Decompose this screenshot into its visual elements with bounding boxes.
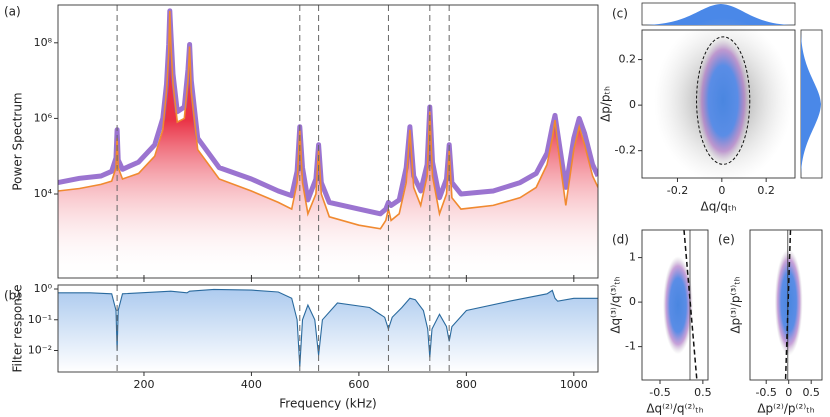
y-tick-label: -1 bbox=[625, 340, 636, 353]
fit-line bbox=[58, 10, 598, 230]
x-tick-label: 400 bbox=[241, 378, 262, 391]
y-tick-label: 10⁻¹ bbox=[28, 313, 52, 326]
plot-area bbox=[58, 8, 598, 278]
panel: 200 400 600 800 1000 10⁻² 10⁻¹ 10⁰ Frequency (kH… bbox=[4, 282, 599, 411]
axes-frame bbox=[749, 229, 823, 381]
panel-label: (b) bbox=[4, 289, 21, 303]
y-tick-label: 0.2 bbox=[619, 53, 637, 66]
y-tick-label: 10⁸ bbox=[34, 36, 53, 49]
y-tick-label: 10⁻² bbox=[28, 344, 52, 357]
x-tick-label: 0.5 bbox=[694, 386, 712, 399]
x-tick-label: 0 bbox=[718, 184, 725, 197]
plot-area bbox=[58, 288, 598, 372]
x-axis-label: Δp⁽²⁾/p⁽²⁾ₜₕ bbox=[757, 402, 814, 416]
y-axis-label: Δp/pₜₕ bbox=[599, 86, 613, 122]
panel: -0.5 0.5 -1 0 1 Δq⁽²⁾/q⁽²⁾ₜₕ Δq⁽³⁾/q⁽³⁾ₜₕ (d) bbox=[609, 229, 712, 416]
axes-frame bbox=[57, 284, 599, 373]
x-axis-label: Δq/qₜₕ bbox=[701, 200, 737, 214]
x-tick-label: 0 bbox=[785, 386, 792, 399]
fit-line bbox=[683, 229, 698, 381]
x-tick-label: 0.5 bbox=[802, 386, 820, 399]
x-tick-label: -0.2 bbox=[667, 184, 688, 197]
y-tick-label: 10⁰ bbox=[34, 282, 53, 295]
y-axis-label: Δq⁽³⁾/q⁽³⁾ₜₕ bbox=[609, 276, 623, 333]
panel-label: (c) bbox=[612, 7, 628, 21]
axes-frame bbox=[641, 29, 796, 179]
x-tick-label: 200 bbox=[133, 378, 154, 391]
x-tick-label: -0.5 bbox=[755, 386, 776, 399]
y-axis-label: Filter response bbox=[11, 284, 25, 372]
fit-line bbox=[784, 229, 792, 381]
x-axis-label: Frequency (kHz) bbox=[279, 397, 376, 411]
response-fill bbox=[58, 289, 598, 372]
y-tick-label: 0 bbox=[629, 98, 636, 111]
panel: -0.2 0 0.2 -0.2 0 0.2 Δq/qₜₕ Δp/pₜₕ (c) bbox=[599, 7, 796, 214]
density-core bbox=[696, 36, 750, 165]
x-tick-label: 800 bbox=[456, 378, 477, 391]
y-tick-label: 10⁴ bbox=[34, 187, 53, 200]
panel-label: (a) bbox=[4, 5, 21, 19]
axes-frame bbox=[641, 229, 709, 381]
y-tick-label: 1 bbox=[629, 251, 636, 264]
x-axis-label: Δq⁽²⁾/q⁽²⁾ₜₕ bbox=[646, 402, 703, 416]
axes-frame bbox=[57, 4, 599, 279]
y-tick-label: 0 bbox=[629, 295, 636, 308]
response-line bbox=[58, 288, 598, 367]
x-tick-label: -0.5 bbox=[649, 386, 670, 399]
panel-label: (d) bbox=[612, 233, 629, 247]
panel: -0.5 0 0.5 Δp⁽²⁾/p⁽²⁾ₜₕ Δp⁽³⁾/p⁽³⁾ₜₕ (e) bbox=[718, 229, 823, 416]
y-axis-label: Δp⁽³⁾/p⁽³⁾ₜₕ bbox=[729, 276, 743, 333]
y-tick-label: 10⁶ bbox=[34, 111, 53, 124]
panel-label: (e) bbox=[718, 233, 735, 247]
x-tick-label: 1000 bbox=[560, 378, 588, 391]
density-blob bbox=[663, 256, 693, 355]
x-tick-label: 600 bbox=[348, 378, 369, 391]
panel: 10⁴ 10⁶ 10⁸ Power Spectrum (a) bbox=[4, 4, 599, 282]
y-tick-label: -0.2 bbox=[615, 144, 636, 157]
y-axis-label: Power Spectrum bbox=[11, 92, 25, 190]
x-tick-label: 0.2 bbox=[757, 184, 775, 197]
fit-fill bbox=[58, 10, 598, 278]
marginal-right bbox=[800, 29, 823, 179]
contour bbox=[696, 36, 751, 165]
